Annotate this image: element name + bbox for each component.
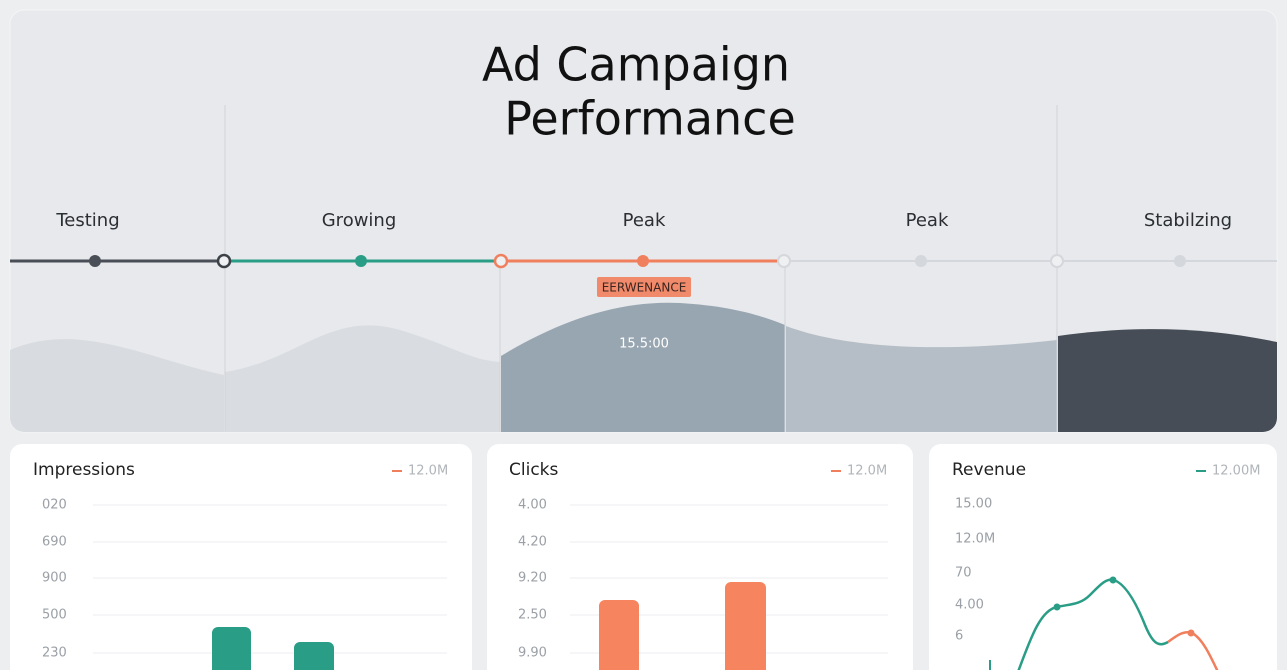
badge: [597, 277, 691, 297]
bar: [599, 600, 639, 670]
timeline-node: [493, 253, 509, 269]
timeline-dot: [89, 255, 101, 267]
timeline-dot: [637, 255, 649, 267]
wave: [1058, 329, 1277, 432]
point: [1053, 603, 1061, 611]
card-title: Clicks: [509, 460, 559, 480]
stage-label: Growing: [322, 210, 397, 231]
wave: [225, 325, 500, 432]
y-tick-label: 230: [42, 646, 67, 661]
card: [10, 444, 472, 670]
timeline-node: [216, 253, 232, 269]
stage-label: Peak: [906, 210, 949, 231]
y-tick-label: 15.00: [955, 497, 992, 512]
title: Performance: [504, 92, 796, 146]
bar: [212, 627, 251, 670]
wave: [501, 302, 785, 432]
timeline-node: [777, 254, 791, 268]
bar: [725, 582, 766, 670]
y-tick-label: 500: [42, 608, 67, 623]
y-tick-label: 4.20: [518, 535, 547, 550]
badge-text: EERWENANCE: [602, 281, 687, 295]
stage-label: Stabilzing: [1144, 210, 1232, 231]
card-title: Revenue: [952, 460, 1026, 480]
timeline-dot: [355, 255, 367, 267]
y-tick-label: 020: [42, 498, 67, 513]
revenue-line: [1017, 578, 1169, 670]
card: [929, 444, 1277, 670]
stage-label: Peak: [623, 210, 666, 231]
peak-value: 15.5:00: [619, 337, 669, 352]
y-tick-label: 4.00: [518, 498, 547, 513]
bar: [294, 642, 334, 670]
y-tick-label: 4.00: [955, 598, 984, 613]
legend-label: 12.00M: [1212, 464, 1260, 479]
y-tick-label: 12.0M: [955, 532, 995, 547]
point: [1187, 629, 1195, 637]
legend-label: 12.0M: [847, 464, 887, 479]
wave: [786, 326, 1057, 432]
y-tick-label: 70: [955, 566, 972, 581]
stage-label: Testing: [55, 210, 119, 231]
y-tick-label: 900: [42, 571, 67, 586]
timeline-node: [1050, 254, 1064, 268]
y-tick-label: 6: [955, 629, 963, 644]
card-title: Impressions: [33, 460, 135, 480]
legend-label: 12.0M: [408, 464, 448, 479]
timeline-dot: [1174, 255, 1186, 267]
y-tick-label: 690: [42, 535, 67, 550]
y-tick-label: 9.90: [518, 646, 547, 661]
timeline-dot: [915, 255, 927, 267]
point: [1109, 576, 1117, 584]
card: [487, 444, 913, 670]
y-tick-label: 9.20: [518, 571, 547, 586]
title: Ad Campaign: [482, 38, 790, 92]
wave: [10, 339, 224, 432]
y-tick-label: 2.50: [518, 608, 547, 623]
